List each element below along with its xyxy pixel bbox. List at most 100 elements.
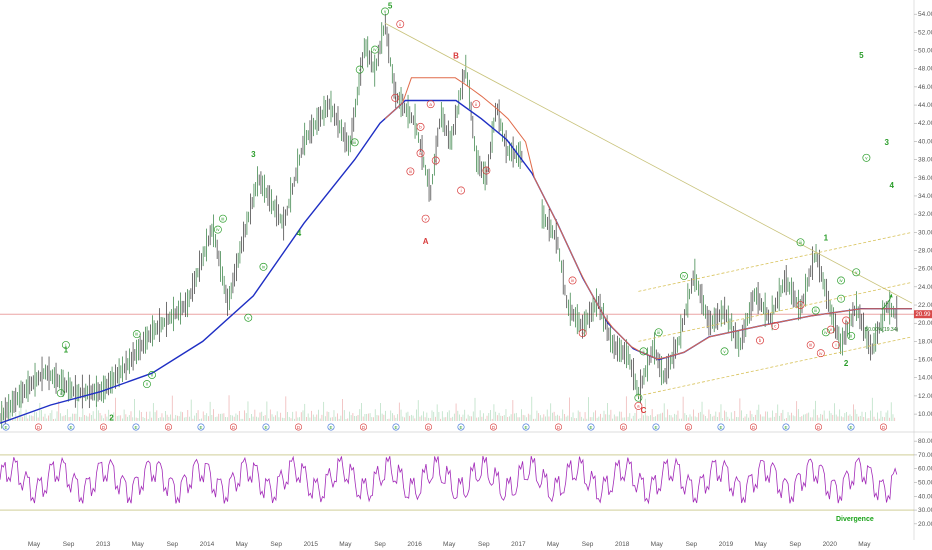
circled-wave-green-circle <box>213 225 222 234</box>
circled-wave-green-circle <box>720 347 729 356</box>
event-marker-circle <box>879 423 887 431</box>
time-tick-label: 2018 <box>615 541 630 548</box>
time-tick-label: 2015 <box>304 541 319 548</box>
circled-wave-red: ii <box>475 102 477 107</box>
circled-wave-red-circle <box>578 329 587 338</box>
event-marker-label: E <box>329 425 332 430</box>
circled-wave-red-circle <box>832 341 840 349</box>
circled-wave-red-circle <box>472 100 481 109</box>
time-tick-label: 2013 <box>96 541 111 548</box>
price-tick-label: 42.00 <box>918 120 932 127</box>
circled-wave-red: v <box>582 331 585 336</box>
price-tick-label: 44.00 <box>918 102 932 109</box>
circled-wave-red-circle <box>457 186 466 195</box>
wave-label-green: 3 <box>251 150 256 159</box>
price-tick-label: 12.00 <box>918 393 932 400</box>
circled-wave-green: i <box>60 391 61 396</box>
time-tick-label: Sep <box>63 541 75 548</box>
circled-wave-green-circle <box>852 268 861 277</box>
time-tick-label: May <box>754 541 767 548</box>
time-tick-label: May <box>547 541 560 548</box>
circled-wave-red-circle <box>756 336 764 345</box>
circled-wave-red: c <box>774 324 777 329</box>
time-tick-label: May <box>28 541 41 548</box>
price-tick-label: 18.00 <box>918 338 932 345</box>
wave-label-green: 3 <box>884 138 889 147</box>
event-marker-circle <box>359 423 367 431</box>
price-tick-label: 40.00 <box>918 138 932 145</box>
event-marker-circle <box>294 423 302 431</box>
wave-label-green: 4 <box>297 229 302 238</box>
circled-wave-red: v <box>830 327 833 332</box>
event-marker-circle <box>2 423 10 431</box>
circled-wave-red: iii <box>409 169 412 174</box>
price-tick-label: 34.00 <box>918 193 932 200</box>
circled-wave-red-circle <box>816 349 825 358</box>
event-marker-circle <box>782 423 790 431</box>
circled-wave-green: iii <box>135 332 138 337</box>
time-tick-label: Sep <box>374 541 386 548</box>
event-marker-circle <box>230 423 238 431</box>
circled-wave-green: ii <box>850 334 852 339</box>
circled-wave-green: iv <box>682 274 686 279</box>
circled-wave-red: iii <box>485 168 488 173</box>
circled-wave-red: i <box>461 188 462 193</box>
circled-wave-green: iii <box>814 308 817 313</box>
event-marker-label: E <box>394 425 397 430</box>
circled-wave-green-circle <box>847 331 856 340</box>
circled-wave-green-circle <box>811 306 820 315</box>
event-marker-circle <box>652 423 660 431</box>
circled-wave-red-circle <box>482 166 491 175</box>
circled-wave-green: iv <box>839 278 843 283</box>
circled-wave-green: i <box>65 343 66 348</box>
event-marker-circle <box>165 423 173 431</box>
projection-arrow-head-icon <box>889 293 893 298</box>
time-tick-label: Sep <box>478 541 490 548</box>
channel-line <box>638 231 913 292</box>
event-marker-circle <box>67 423 75 431</box>
circled-wave-green-circle <box>821 328 830 337</box>
event-marker-circle <box>34 423 42 431</box>
price-axis: 54.00 52.00 50.00 48.00 46.00 44.00 42.00 40.00… <box>914 11 932 418</box>
circled-wave-red-circle <box>826 325 835 334</box>
price-tick-label: 36.00 <box>918 175 932 182</box>
event-marker-label: D <box>492 425 496 430</box>
event-marker-circle <box>684 423 692 431</box>
event-marker-label: D <box>427 425 431 430</box>
circled-wave-green: ii <box>146 382 148 387</box>
circled-wave-green-circle <box>654 328 663 337</box>
rsi-tick-label: 70.00 <box>918 452 932 459</box>
circled-wave-green-circle <box>862 153 871 162</box>
price-candles <box>0 13 523 429</box>
time-tick-label: Sep <box>167 541 179 548</box>
price-tick-label: 46.00 <box>918 84 932 91</box>
event-marker-circle <box>749 423 757 431</box>
wave-label-green: 2 <box>109 413 114 422</box>
price-tick-label: 10.00 <box>918 411 932 418</box>
event-marker-label: D <box>232 425 236 430</box>
circled-wave-green-circle <box>355 65 364 74</box>
wave-label-green: 5 <box>859 51 864 60</box>
circled-wave-green: v <box>384 9 387 14</box>
circled-wave-red: ii <box>800 303 802 308</box>
event-marker-label: D <box>37 425 41 430</box>
event-marker-circle <box>197 423 205 431</box>
circled-wave-red-circle <box>421 214 430 223</box>
circled-wave-green: v <box>723 349 726 354</box>
volume-bars <box>1 395 896 421</box>
time-tick-label: 2017 <box>511 541 526 548</box>
time-tick-label: Sep <box>686 541 698 548</box>
wave-label-green: 5 <box>388 2 393 11</box>
rsi-pane: Divergence <box>0 454 914 523</box>
event-marker-label: E <box>4 425 7 430</box>
event-marker-label: E <box>849 425 852 430</box>
event-marker-circle <box>262 423 270 431</box>
circled-wave-green-circle <box>56 389 65 398</box>
circled-wave-green-circle <box>259 262 268 271</box>
time-tick-label: May <box>651 541 664 548</box>
event-marker-circle <box>814 423 822 431</box>
event-marker-label: E <box>69 425 72 430</box>
circled-wave-green-circle <box>370 45 379 54</box>
circled-wave-red: iv <box>419 151 423 156</box>
circled-wave-green: v <box>865 155 868 160</box>
